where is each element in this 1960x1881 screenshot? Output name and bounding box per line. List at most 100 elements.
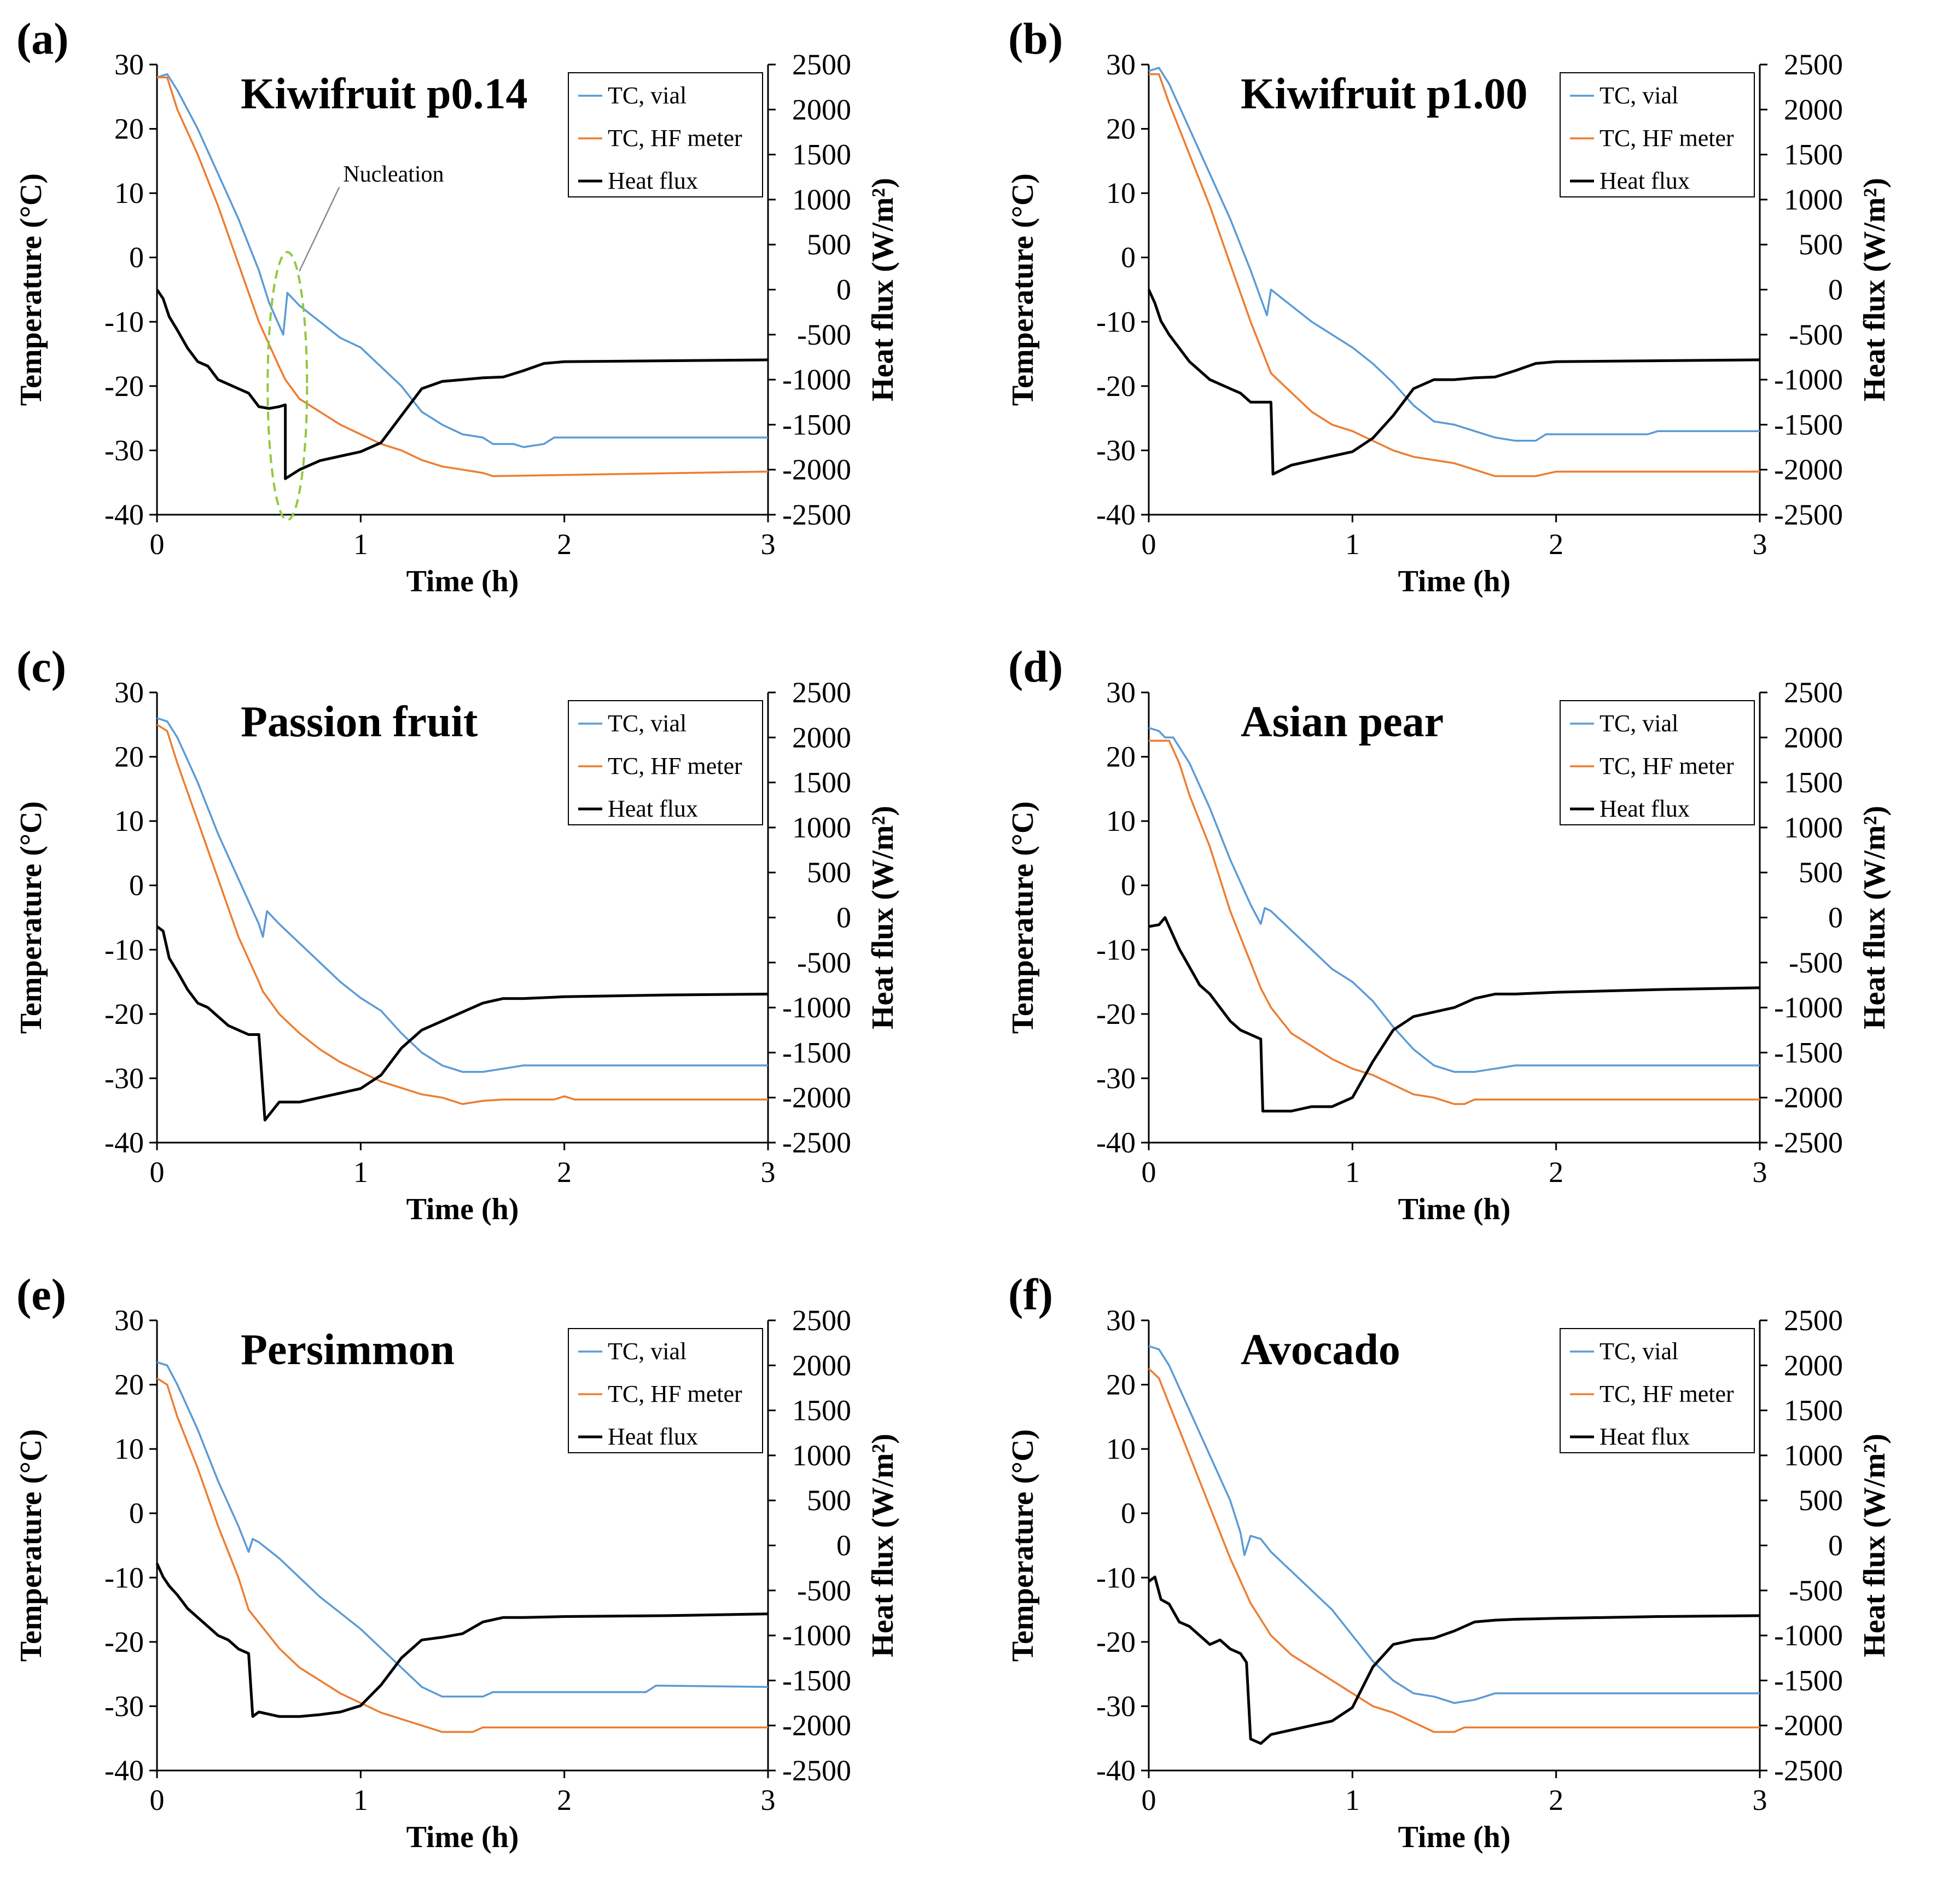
x-tick-label: 3 — [1753, 1156, 1767, 1189]
legend: TC, vial TC, HF meter Heat flux — [1560, 701, 1754, 825]
y-tick-label: -10 — [1096, 933, 1136, 966]
y-tick-label: -10 — [104, 1561, 144, 1594]
y2-tick-label: 2000 — [1784, 721, 1843, 754]
y-tick-label: 20 — [1106, 113, 1136, 145]
legend-label-heat-flux: Heat flux — [608, 167, 698, 194]
legend: TC, vial TC, HF meter Heat flux — [568, 1329, 763, 1453]
x-tick-label: 3 — [761, 1784, 776, 1816]
y2-tick-label: 1000 — [792, 811, 851, 844]
x-tick-label: 3 — [761, 528, 776, 561]
legend-label-tc-vial: TC, vial — [608, 82, 687, 109]
y-tick-label: -20 — [1096, 998, 1136, 1030]
panel-title: Kiwifruit p1.00 — [1241, 70, 1527, 118]
y-tick-label: -40 — [104, 1754, 144, 1787]
y2-tick-label: -1500 — [782, 1664, 851, 1697]
y2-tick-label: 500 — [1799, 856, 1843, 889]
y-tick-label: -10 — [104, 305, 144, 338]
y2-axis-title: Heat flux (W/m²) — [866, 178, 900, 401]
y2-tick-label: -500 — [797, 1574, 851, 1607]
x-axis-title: Time (h) — [1398, 1192, 1511, 1226]
panel-title: Passion fruit — [241, 698, 478, 746]
chart-panel-b: 3020100-10-20-30-4025002000150010005000-… — [1006, 14, 1892, 598]
y2-tick-label: -1000 — [1774, 363, 1843, 396]
legend-label-heat-flux: Heat flux — [1600, 167, 1690, 194]
legend-label-tc-vial: TC, vial — [1600, 1338, 1678, 1365]
y-tick-label: 10 — [114, 805, 144, 837]
y2-axis-title: Heat flux (W/m²) — [866, 1434, 900, 1657]
y2-tick-label: -1000 — [1774, 1619, 1843, 1652]
x-axis-title: Time (h) — [1398, 1820, 1511, 1854]
y-tick-label: 10 — [114, 1432, 144, 1465]
series-line-heat-flux — [157, 1563, 768, 1716]
legend-label-tc-hf-meter: TC, HF meter — [608, 125, 742, 152]
panel-label: (b) — [1008, 14, 1063, 63]
legend: TC, vial TC, HF meter Heat flux — [1560, 73, 1754, 197]
x-tick-label: 2 — [557, 1784, 572, 1816]
panel-label: (e) — [16, 1269, 66, 1319]
y-tick-label: -30 — [1096, 1690, 1136, 1722]
y2-tick-label: -2000 — [1774, 453, 1843, 486]
y2-tick-label: 500 — [1799, 1484, 1843, 1517]
y2-tick-label: -1000 — [782, 363, 851, 396]
x-tick-label: 3 — [1753, 1784, 1767, 1816]
y2-tick-label: -2500 — [1774, 1126, 1843, 1159]
chart-panel-d: 3020100-10-20-30-4025002000150010005000-… — [1006, 642, 1892, 1226]
y2-tick-label: -2500 — [1774, 1754, 1843, 1787]
y-tick-label: 30 — [114, 1304, 144, 1337]
y-tick-label: -20 — [104, 998, 144, 1030]
y2-tick-label: -500 — [1789, 1574, 1843, 1607]
legend: TC, vial TC, HF meter Heat flux — [568, 73, 763, 197]
y-tick-label: -30 — [104, 1690, 144, 1722]
panel-label: (f) — [1008, 1269, 1053, 1319]
panel-title: Persimmon — [241, 1326, 455, 1374]
y-tick-label: 0 — [129, 1497, 144, 1530]
y2-tick-label: 2000 — [792, 1349, 851, 1382]
x-axis-title: Time (h) — [1398, 564, 1511, 598]
y-tick-label: 30 — [1106, 1304, 1136, 1337]
x-tick-label: 0 — [150, 1156, 165, 1189]
y-tick-label: 30 — [1106, 48, 1136, 81]
y-tick-label: 10 — [1106, 1432, 1136, 1465]
y2-tick-label: 2000 — [792, 93, 851, 126]
y2-tick-label: -2000 — [782, 1709, 851, 1742]
y2-tick-label: 2500 — [792, 48, 851, 81]
y-tick-label: 30 — [1106, 676, 1136, 709]
x-tick-label: 1 — [1345, 1784, 1360, 1816]
y2-tick-label: 0 — [1828, 1529, 1843, 1562]
y2-tick-label: -1500 — [782, 408, 851, 441]
y2-tick-label: 2500 — [1784, 1304, 1843, 1337]
y2-tick-label: -500 — [797, 946, 851, 979]
y2-tick-label: 500 — [1799, 228, 1843, 261]
y2-tick-label: -2500 — [1774, 498, 1843, 531]
y2-tick-label: 1000 — [792, 1439, 851, 1472]
y2-tick-label: 0 — [836, 901, 851, 934]
panel-label: (a) — [16, 14, 69, 63]
y2-tick-label: 2500 — [1784, 676, 1843, 709]
y-tick-label: -10 — [1096, 1561, 1136, 1594]
x-tick-label: 0 — [150, 528, 165, 561]
y-tick-label: 10 — [114, 177, 144, 209]
y2-tick-label: 0 — [836, 273, 851, 306]
x-axis-title: Time (h) — [406, 564, 519, 598]
y2-tick-label: -2000 — [782, 453, 851, 486]
panel-label: (c) — [16, 642, 66, 691]
y-tick-label: -20 — [1096, 1626, 1136, 1658]
y-tick-label: 10 — [1106, 177, 1136, 209]
y2-tick-label: 0 — [836, 1529, 851, 1562]
x-tick-label: 1 — [1345, 528, 1360, 561]
y2-axis-title: Heat flux (W/m²) — [866, 806, 900, 1029]
y2-tick-label: -2500 — [782, 498, 851, 531]
y2-tick-label: -1500 — [1774, 408, 1843, 441]
y2-tick-label: 2500 — [792, 1304, 851, 1337]
y-tick-label: -40 — [1096, 1126, 1136, 1159]
y-tick-label: -30 — [104, 1062, 144, 1094]
x-tick-label: 2 — [1549, 528, 1563, 561]
legend-label-tc-vial: TC, vial — [608, 710, 687, 737]
x-tick-label: 0 — [1142, 1156, 1156, 1189]
y-tick-label: 0 — [129, 241, 144, 274]
legend-label-heat-flux: Heat flux — [608, 795, 698, 822]
y2-axis-title: Heat flux (W/m²) — [1858, 1434, 1892, 1657]
legend-label-heat-flux: Heat flux — [608, 1423, 698, 1450]
y2-tick-label: -2000 — [1774, 1081, 1843, 1114]
y2-tick-label: -1500 — [1774, 1664, 1843, 1697]
